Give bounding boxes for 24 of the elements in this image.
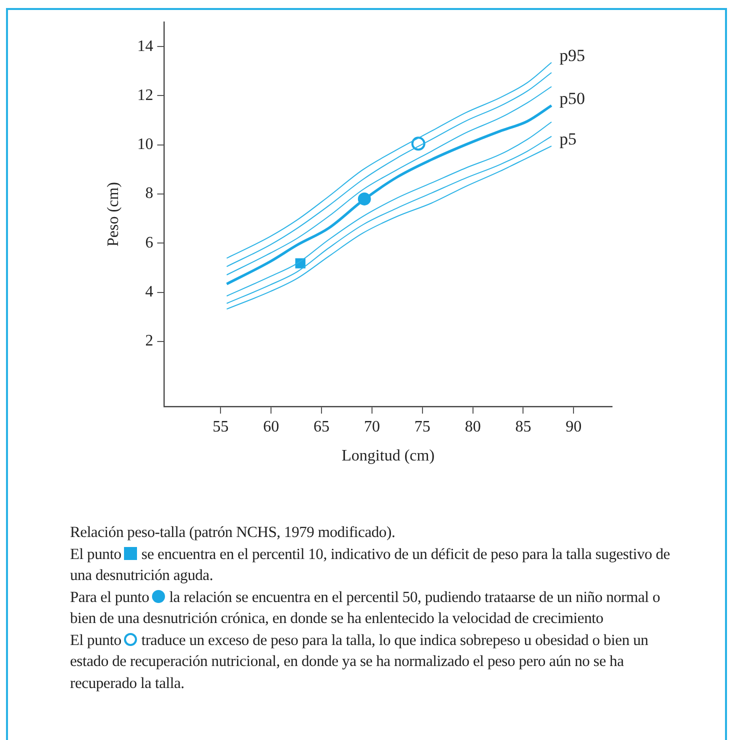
x-tick-label: 70 [364, 418, 380, 436]
y-axis-title: Peso (cm) [104, 182, 122, 247]
text: Relación peso-talla (patrón NCHS, 1979 modificado). [70, 523, 396, 543]
y-tick-label: 14 [137, 38, 154, 55]
x-tick-label: 60 [263, 418, 280, 436]
text: El punto [70, 632, 122, 648]
y-tick-label: 12 [137, 86, 154, 104]
y-tick-label: 6 [145, 234, 154, 252]
x-tick-label: 65 [314, 418, 330, 436]
y-tick-label: 8 [145, 185, 154, 202]
series-label: p50 [559, 89, 585, 108]
x-tick-label: 55 [212, 418, 229, 436]
x-tick-label: 90 [566, 418, 582, 436]
series-label: p5 [559, 130, 576, 149]
x-axis-title: Longitud (cm) [342, 448, 435, 465]
x-tick-label: 85 [515, 418, 532, 436]
series-label: p95 [559, 46, 585, 66]
text: Para el punto [70, 588, 150, 606]
y-tick-label: 4 [145, 284, 154, 301]
x-tick-label: 80 [464, 418, 481, 436]
x-tick-label: 75 [414, 418, 430, 436]
y-tick-label: 2 [145, 332, 154, 350]
y-tick-label: 10 [137, 136, 154, 154]
text: El punto [70, 546, 122, 562]
